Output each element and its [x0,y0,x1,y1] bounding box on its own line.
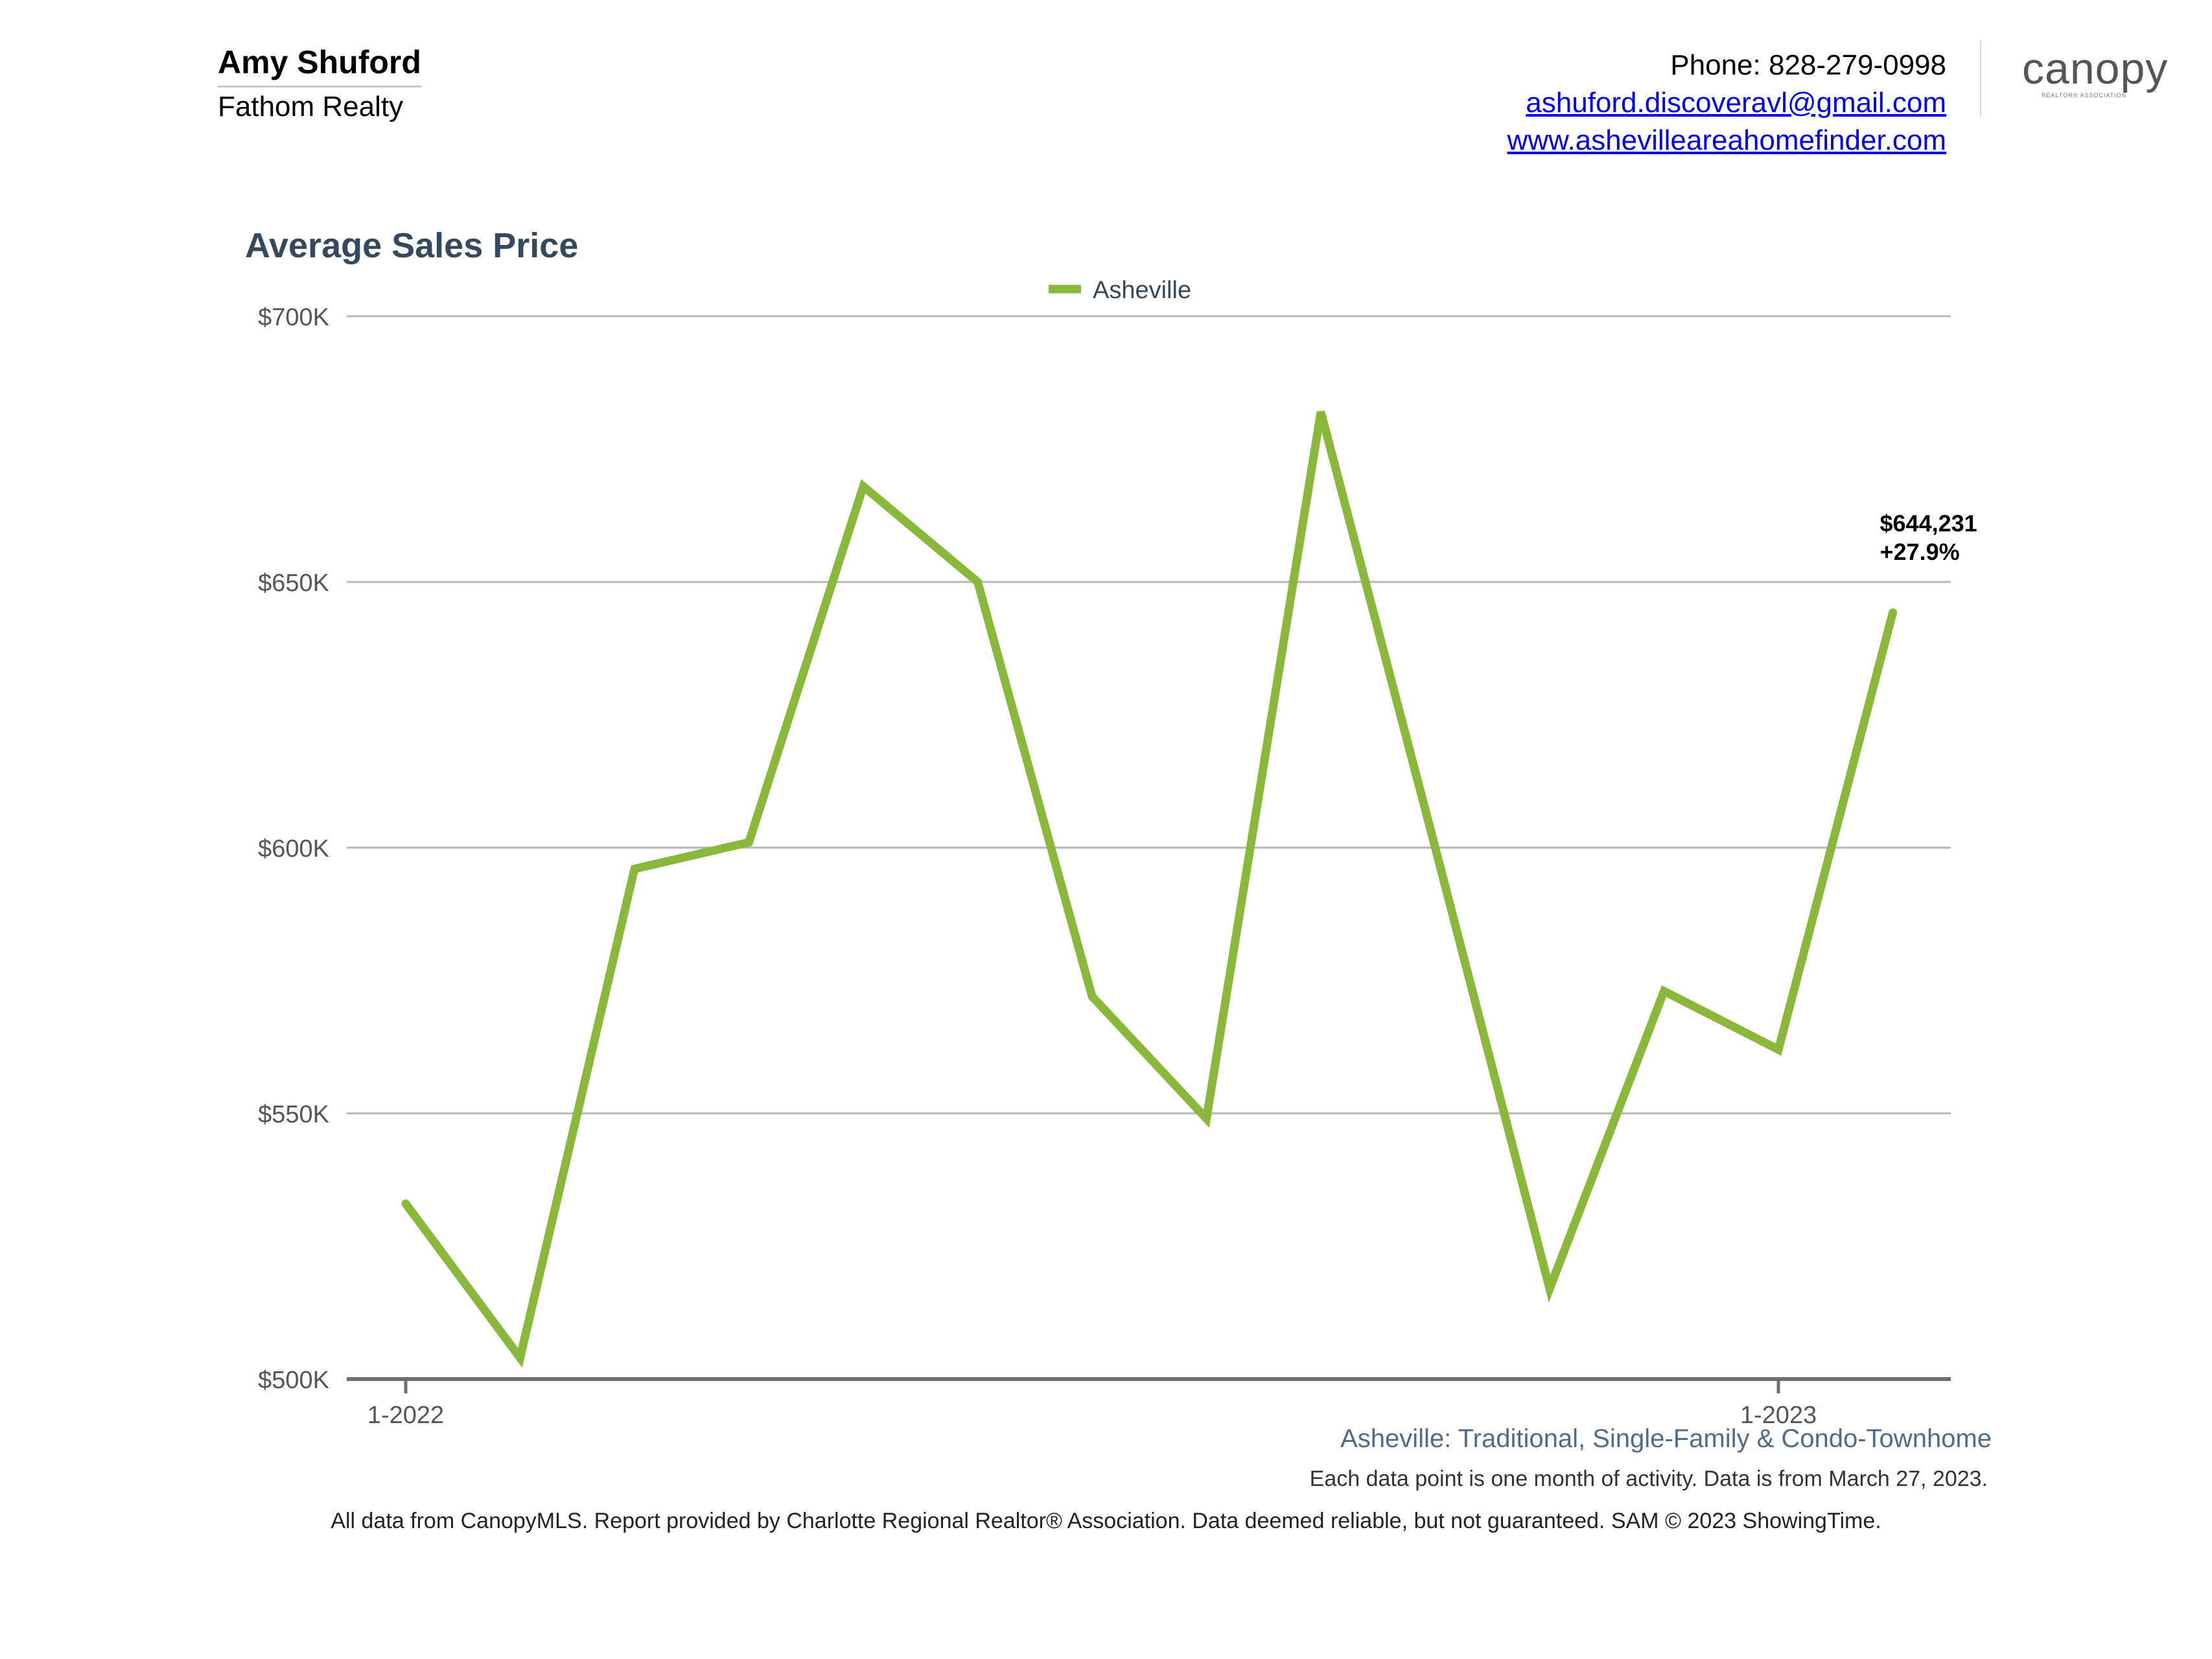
annotation-change: +27.9% [1880,539,1960,565]
grid-lines [347,315,1951,1115]
contact-block: Phone: 828-279-0998 ashuford.discoveravl… [1508,47,1946,159]
data-point [1778,1049,1779,1050]
logo-subtext: REALTOR® ASSOCIATION [2042,92,2127,99]
email-link[interactable]: ashuford.discoveravl@gmail.com [1526,87,1946,119]
logo-wordmark: canopy [2022,44,2169,93]
series-line [401,410,1897,1368]
data-point [634,868,635,870]
chart-subtitle: Asheville: Traditional, Single-Family & … [1340,1424,1992,1453]
annotation-value: $644,231 [1880,510,1977,537]
header-divider [1980,40,1981,117]
agent-company: Fathom Realty [218,91,404,122]
data-point [1091,996,1093,997]
y-tick-label: $500K [258,1367,329,1394]
x-axis-labels: 1-2022 1-2023 [367,1379,1817,1429]
phone-number: Phone: 828-279-0998 [1670,49,1946,81]
footer-disclaimer: All data from CanopyMLS. Report provided… [331,1509,1881,1533]
agent-name: Amy Shuford [218,43,421,87]
data-point [1549,1288,1550,1290]
data-point [1206,1118,1207,1119]
data-point [1435,847,1436,848]
x-tick-label: 1-2023 [1740,1402,1817,1429]
y-tick-label: $650K [258,570,329,597]
data-point [1320,412,1321,413]
website-link[interactable]: www.ashevilleareahomefinder.com [1507,124,1946,156]
data-point [977,581,979,583]
y-tick-label: $600K [258,835,329,863]
chart-title: Average Sales Price [245,226,579,265]
line-chart: $500K $550K $600K $650K $700K 1-2022 1-2023 A… [258,277,1977,1429]
canopy-logo: canopy REALTOR® ASSOCIATION [2022,44,2169,105]
data-point [1892,612,1894,613]
legend-label: Asheville [1093,277,1191,304]
data-point [863,485,864,487]
data-point [405,1203,406,1204]
y-tick-label: $700K [258,304,329,331]
end-annotation: $644,231+27.9% [1880,510,1977,565]
x-tick-label: 1-2022 [367,1402,444,1429]
data-point [1664,990,1665,992]
data-point [749,842,750,843]
data-point [520,1357,521,1358]
data-note: Each data point is one month of activity… [1309,1467,1988,1491]
series-asheville [401,410,1897,1368]
y-axis-labels: $500K $550K $600K $650K $700K [258,304,329,1394]
legend: Asheville [1049,277,1191,304]
y-tick-label: $550K [258,1101,329,1128]
